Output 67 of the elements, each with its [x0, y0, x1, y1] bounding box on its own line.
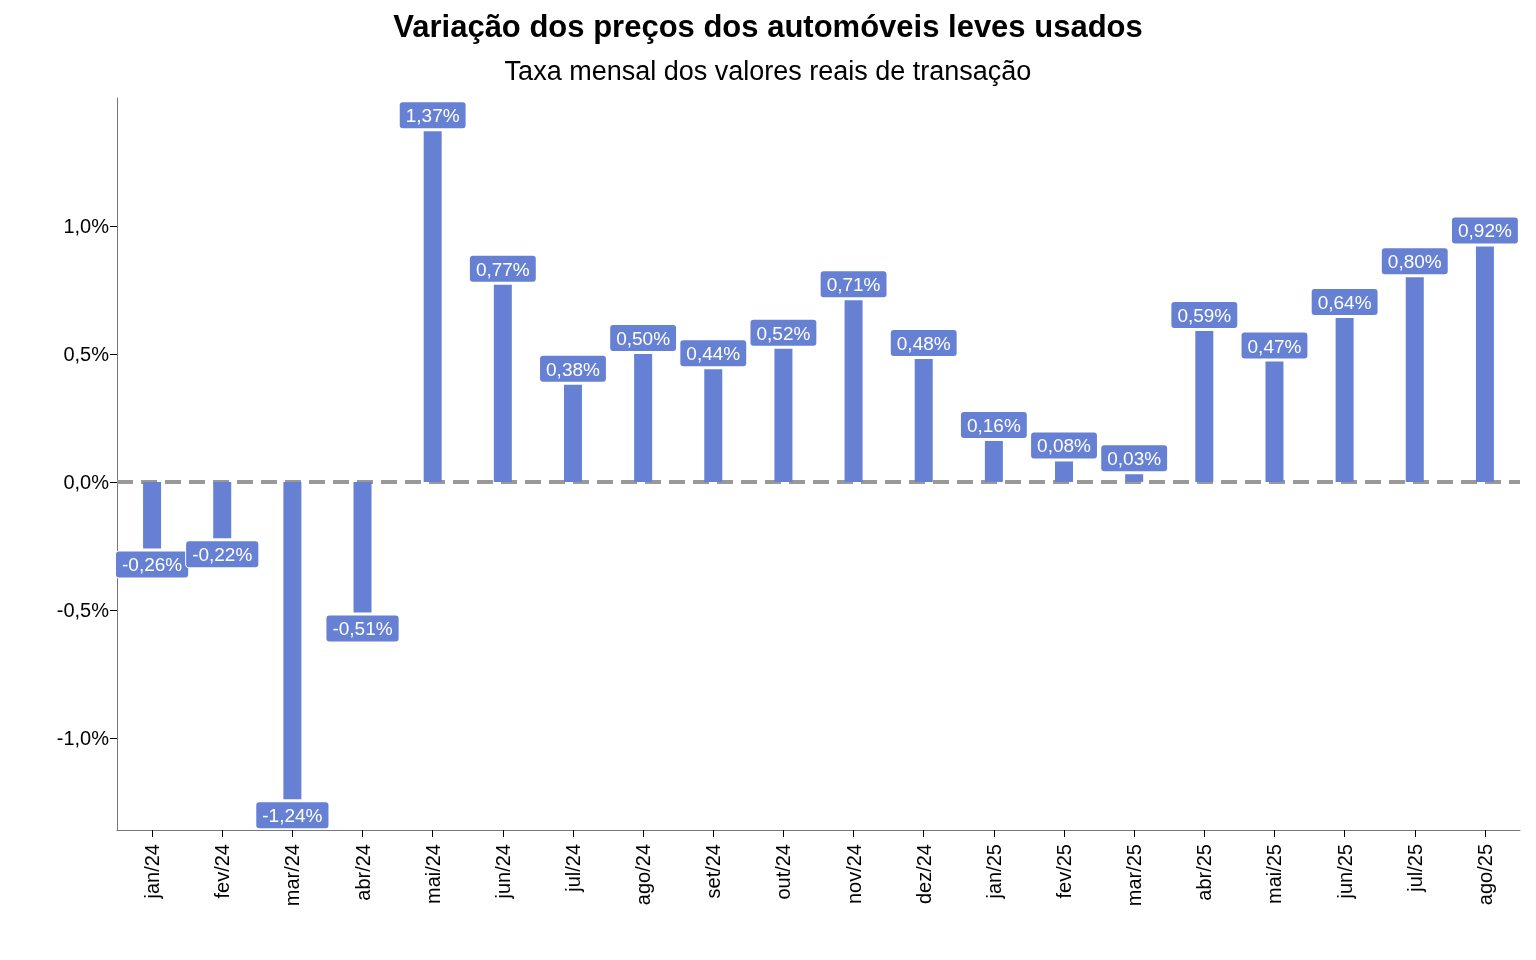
- y-tick-label: 0,0%: [63, 470, 110, 493]
- x-tick-label: jan/24: [141, 844, 164, 900]
- data-label: 0,59%: [1177, 304, 1232, 326]
- bar: [1475, 246, 1494, 482]
- x-tick-label: dez/24: [912, 844, 935, 905]
- data-label: 0,77%: [475, 258, 530, 280]
- x-tick-label: set/24: [702, 844, 725, 899]
- data-label: 0,92%: [1457, 220, 1512, 242]
- data-label: -1,24%: [262, 805, 323, 827]
- data-label: 0,08%: [1037, 435, 1092, 457]
- x-tick-label: jun/24: [491, 844, 514, 900]
- y-tick-label: -0,5%: [56, 598, 110, 621]
- data-label: 0,50%: [616, 327, 671, 349]
- data-label: -0,26%: [121, 554, 183, 576]
- data-label: -0,51%: [332, 618, 393, 640]
- x-tick-label: abr/25: [1193, 844, 1216, 901]
- bar: [213, 481, 232, 539]
- data-label: 0,03%: [1107, 448, 1162, 470]
- chart-subtitle: Taxa mensal dos valores reais de transação: [504, 55, 1032, 86]
- bar: [1265, 361, 1284, 482]
- x-tick-label: fev/25: [1053, 844, 1076, 899]
- bar: [1335, 318, 1354, 482]
- bar: [1405, 277, 1424, 482]
- y-tick-label: 1,0%: [63, 214, 110, 237]
- x-tick-label: ago/24: [632, 844, 655, 906]
- data-label: 0,44%: [686, 343, 741, 365]
- x-tick-label: out/24: [772, 844, 795, 900]
- bar: [634, 353, 653, 482]
- bar: [353, 481, 372, 613]
- x-tick-label: jan/25: [982, 844, 1005, 900]
- bar: [423, 131, 442, 482]
- data-label: 0,47%: [1247, 335, 1302, 357]
- bar: [774, 348, 793, 482]
- bar: [914, 359, 933, 482]
- bar: [1125, 474, 1144, 482]
- data-label: -0,22%: [192, 544, 253, 566]
- x-tick-label: jun/25: [1333, 844, 1356, 900]
- bar: [143, 481, 162, 549]
- x-tick-label: mar/25: [1123, 844, 1146, 907]
- data-label: 0,71%: [826, 274, 881, 296]
- bar: [283, 481, 302, 800]
- data-label: 0,16%: [966, 414, 1021, 436]
- bar: [493, 284, 512, 482]
- bar: [704, 369, 723, 482]
- data-label: 0,38%: [546, 358, 601, 380]
- x-tick-label: mai/25: [1263, 844, 1286, 905]
- chart-title: Variação dos preços dos automóveis leves usados: [393, 9, 1143, 44]
- y-tick-label: -1,0%: [56, 726, 110, 749]
- y-tick-label: 0,5%: [63, 342, 110, 365]
- x-tick-label: nov/24: [842, 844, 865, 905]
- data-label: 1,37%: [405, 105, 460, 127]
- data-label: 0,64%: [1317, 292, 1372, 314]
- x-tick-label: jul/25: [1403, 844, 1426, 893]
- x-tick-label: abr/24: [351, 844, 374, 901]
- x-tick-label: mar/24: [281, 844, 304, 907]
- bar: [844, 300, 863, 482]
- bar: [563, 384, 582, 482]
- x-tick-label: jul/24: [561, 844, 584, 893]
- data-label: 0,52%: [756, 322, 811, 344]
- bar: [1195, 330, 1214, 482]
- x-tick-label: ago/25: [1473, 844, 1496, 906]
- data-label: 0,80%: [1387, 251, 1442, 273]
- bar: [984, 440, 1003, 482]
- x-tick-label: mai/24: [421, 844, 444, 905]
- bar: [1055, 461, 1074, 482]
- data-label: 0,48%: [896, 333, 951, 355]
- x-tick-label: fev/24: [211, 844, 234, 899]
